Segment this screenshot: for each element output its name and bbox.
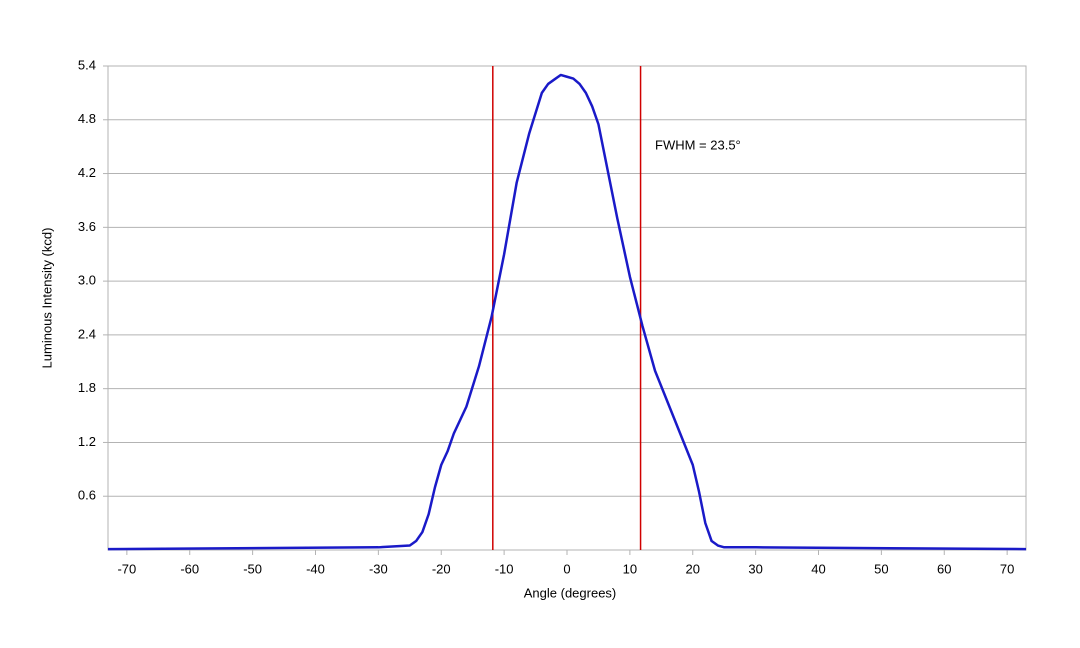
x-tick-label: 30 — [748, 561, 762, 576]
x-tick-label: 70 — [1000, 561, 1014, 576]
annotation: FWHM = 23.5° — [655, 137, 741, 152]
y-tick-label: 5.4 — [78, 57, 96, 72]
x-tick-label: -40 — [306, 561, 325, 576]
x-tick-label: -20 — [432, 561, 451, 576]
x-tick-label: 10 — [623, 561, 637, 576]
y-tick-label: 4.8 — [78, 111, 96, 126]
x-tick-label: -10 — [495, 561, 514, 576]
x-tick-label: 40 — [811, 561, 825, 576]
x-tick-label: -60 — [180, 561, 199, 576]
y-tick-label: 1.2 — [78, 434, 96, 449]
x-tick-label: -70 — [117, 561, 136, 576]
data-line — [107, 73, 1027, 551]
x-axis-label: Angle (degrees) — [524, 585, 617, 600]
plot-frame — [107, 65, 1027, 551]
y-tick-label: 4.2 — [78, 165, 96, 180]
y-axis-label: Luminous Intensity (kcd) — [39, 228, 54, 369]
x-tick-label: 50 — [874, 561, 888, 576]
x-tick-label: -30 — [369, 561, 388, 576]
x-tick-label: 0 — [563, 561, 570, 576]
y-tick-label: 1.8 — [78, 380, 96, 395]
y-tick-label: 0.6 — [78, 488, 96, 503]
x-tick-label: -50 — [243, 561, 262, 576]
y-tick-label: 3.0 — [78, 273, 96, 288]
y-tick-label: 2.4 — [78, 326, 96, 341]
x-tick-label: 60 — [937, 561, 951, 576]
y-tick-label: 3.6 — [78, 219, 96, 234]
x-tick-label: 20 — [686, 561, 700, 576]
